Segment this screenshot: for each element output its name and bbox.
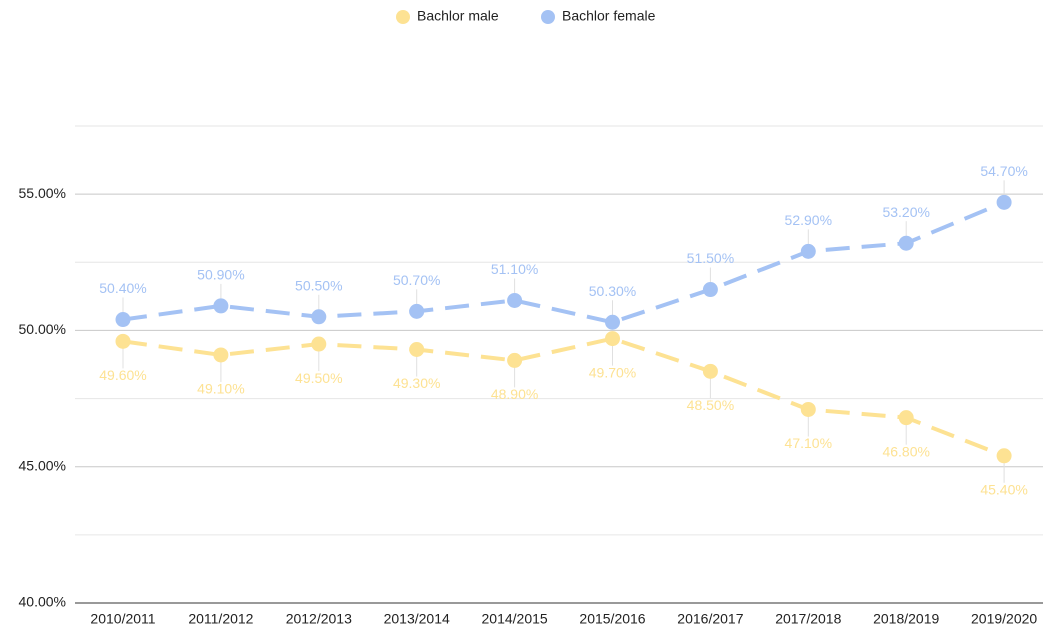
y-tick-label: 55.00% — [19, 185, 66, 201]
data-label: 52.90% — [785, 212, 832, 228]
data-label: 47.10% — [785, 435, 832, 451]
point — [800, 401, 816, 417]
y-tick-label: 50.00% — [19, 321, 66, 337]
x-tick-label: 2014/2015 — [482, 611, 548, 627]
legend-marker — [396, 10, 410, 24]
point — [213, 298, 229, 314]
x-tick-label: 2010/2011 — [90, 611, 155, 627]
series-line — [122, 336, 1005, 458]
point — [605, 331, 620, 347]
point — [996, 448, 1012, 464]
point — [409, 303, 425, 319]
x-tick-label: 2017/2018 — [775, 611, 841, 627]
point — [507, 352, 523, 368]
point — [996, 194, 1012, 210]
point — [800, 243, 816, 259]
point — [409, 342, 425, 358]
point — [702, 363, 718, 379]
data-label: 50.90% — [197, 267, 244, 283]
x-tick-label: 2016/2017 — [677, 611, 743, 627]
x-tick-label: 2019/2020 — [971, 611, 1037, 627]
data-label: 48.90% — [491, 386, 538, 402]
point — [898, 235, 914, 251]
point — [605, 314, 620, 330]
series-line — [122, 200, 1005, 325]
x-tick-label: 2012/2013 — [286, 611, 352, 627]
point — [311, 309, 327, 325]
legend-label: Bachlor female — [562, 8, 656, 24]
legend-label: Bachlor male — [417, 8, 499, 24]
data-label: 50.40% — [99, 280, 146, 296]
point — [213, 347, 229, 363]
data-label: 51.10% — [491, 261, 538, 277]
point — [115, 333, 131, 349]
data-label: 50.70% — [393, 272, 440, 288]
data-label: 49.70% — [589, 364, 636, 380]
point — [702, 282, 718, 298]
point — [898, 410, 914, 426]
data-label: 50.50% — [295, 278, 342, 294]
legend-marker — [541, 10, 555, 24]
point — [311, 336, 327, 352]
data-label: 54.70% — [980, 163, 1027, 179]
point — [507, 292, 523, 308]
data-label: 50.30% — [589, 283, 636, 299]
data-label: 53.20% — [882, 204, 929, 220]
data-label: 49.10% — [197, 381, 244, 397]
point — [115, 312, 131, 328]
data-label: 45.40% — [980, 482, 1027, 498]
data-label: 48.50% — [687, 397, 734, 413]
x-tick-label: 2018/2019 — [873, 611, 939, 627]
data-label: 46.80% — [882, 443, 929, 459]
data-label: 49.50% — [295, 370, 342, 386]
x-tick-label: 2011/2012 — [188, 611, 253, 627]
data-label: 51.50% — [687, 250, 734, 266]
y-tick-label: 45.00% — [19, 457, 66, 473]
y-tick-label: 40.00% — [19, 594, 66, 610]
data-label: 49.30% — [393, 375, 440, 391]
data-label: 49.60% — [99, 367, 146, 383]
x-tick-label: 2013/2014 — [384, 611, 450, 627]
x-tick-label: 2015/2016 — [579, 611, 645, 627]
